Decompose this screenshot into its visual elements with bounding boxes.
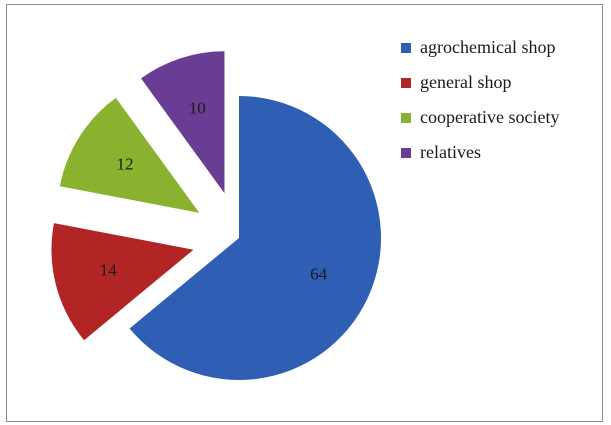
legend-swatch (401, 147, 411, 158)
pie-slice-relatives (141, 51, 225, 194)
legend-swatch (401, 42, 411, 53)
data-label-agrochemical-shop: 64 (310, 264, 328, 283)
legend-label: general shop (420, 72, 512, 92)
legend-label: cooperative society (420, 107, 560, 127)
legend-item-cooperative-society: cooperative society (401, 100, 559, 135)
pie-slice-cooperative-society (59, 97, 200, 213)
data-label-cooperative-society: 12 (116, 155, 133, 174)
legend-swatch (401, 112, 411, 123)
legend-label: agrochemical shop (420, 37, 556, 57)
pie-slice-general-shop (51, 223, 194, 341)
data-label-general-shop: 14 (100, 260, 118, 279)
legend-swatch (401, 77, 411, 88)
chart-legend: agrochemical shop general shop cooperative… (401, 30, 559, 170)
chart-frame: 64 14 12 10 agrochemical shop general shop co… (6, 4, 603, 422)
legend-label: relatives (420, 142, 481, 162)
pie-chart: 64 14 12 10 (51, 51, 381, 381)
data-label-relatives: 10 (189, 98, 206, 117)
pie-slice-agrochemical-shop (129, 96, 381, 381)
legend-item-relatives: relatives (401, 135, 559, 170)
legend-item-general-shop: general shop (401, 65, 559, 100)
legend-item-agrochemical-shop: agrochemical shop (401, 30, 559, 65)
